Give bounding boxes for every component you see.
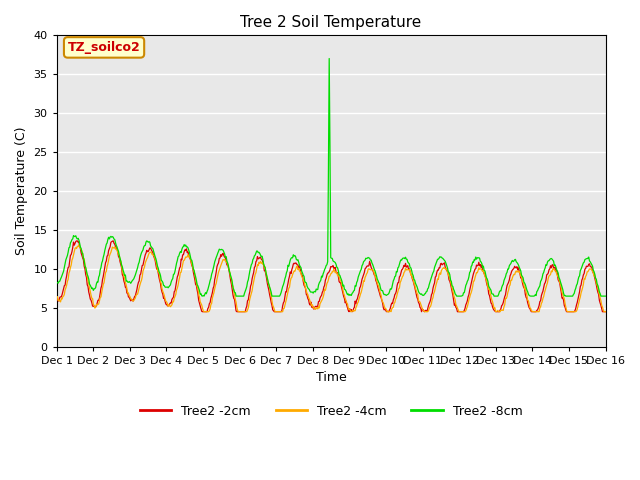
Legend: Tree2 -2cm, Tree2 -4cm, Tree2 -8cm: Tree2 -2cm, Tree2 -4cm, Tree2 -8cm: [135, 400, 527, 423]
Text: TZ_soilco2: TZ_soilco2: [68, 41, 140, 54]
Title: Tree 2 Soil Temperature: Tree 2 Soil Temperature: [241, 15, 422, 30]
Y-axis label: Soil Temperature (C): Soil Temperature (C): [15, 127, 28, 255]
X-axis label: Time: Time: [316, 372, 346, 384]
